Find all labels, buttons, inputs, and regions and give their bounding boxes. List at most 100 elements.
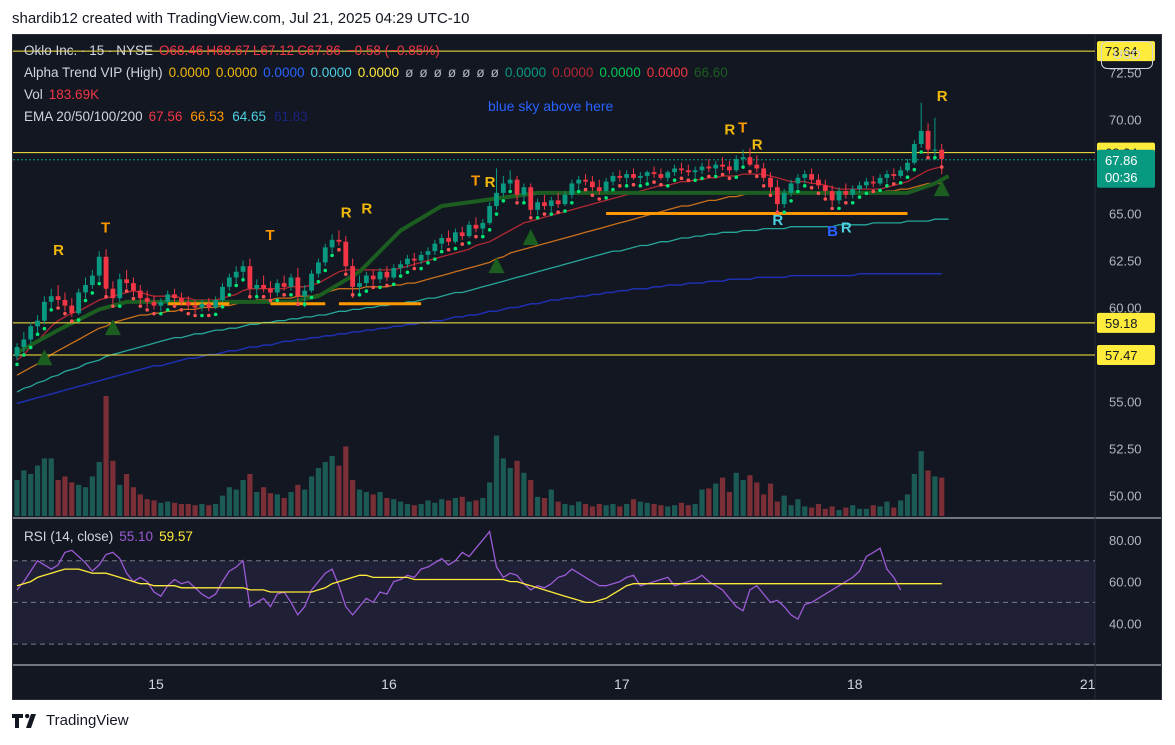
volume-bar [158,502,164,516]
legend-alpha-value: ø [490,65,499,80]
alpha-dot [481,234,485,239]
candle-body [466,224,472,237]
signal-label: R [752,137,763,154]
candle-body [247,266,253,289]
candle-body [774,187,780,205]
trend-triangle-marker [36,349,53,366]
candle-body [918,130,924,145]
candle-body [884,174,890,178]
alpha-dot [412,266,417,271]
ema20-line [16,165,942,361]
volume-bar [843,507,849,516]
y-tick-label: 55.00 [1109,394,1142,409]
legend-close: C67.86 [297,43,341,58]
price-level-label: 59.18 [1105,316,1138,331]
candle-body [206,303,212,308]
alpha-dot [748,169,752,174]
volume-bar [487,482,493,516]
alpha-dot [563,209,567,213]
volume-bar [781,495,787,516]
legend-ema-name: EMA 20/50/100/200 [24,109,143,124]
volume-bar [137,494,143,516]
footer-brand: TradingView [46,712,129,729]
candle-body [898,170,904,176]
volume-bar [329,456,335,516]
alpha-dot [494,212,499,216]
candle-body [309,273,314,291]
alpha-dot [720,172,725,177]
volume-bar [55,480,61,516]
alpha-dot [426,261,430,265]
volume-bar [788,505,794,516]
alpha-dot [679,176,684,181]
volume-bar [761,494,767,516]
candle-body [713,164,719,169]
volume-bar [343,446,349,516]
alpha-dot [97,281,101,286]
candle-body [432,243,438,252]
alpha-dot [885,184,889,188]
candle-body [624,174,630,178]
volume-bar [829,506,835,516]
volume-bar [124,474,130,516]
alpha-dot [850,200,855,205]
legend-low: L67.12 [252,43,295,58]
volume-bar [699,489,705,516]
alpha-dot [775,210,780,214]
volume-bar [740,480,746,516]
signal-label: B [827,223,838,240]
alpha-dot [460,242,465,246]
legend-alpha-value: 0.0000 [168,65,210,80]
volume-bar [192,505,198,516]
volume-bar [308,476,315,516]
chart-canvas[interactable]: 50.00 52.50 55.00 60.00 62.50 65.00 70.00 72.50… [13,35,1161,699]
volume-bar [117,484,123,516]
volume-bar [219,495,226,516]
alpha-dot [261,294,266,299]
volume-bar [877,506,883,516]
legend-ema-values: 67.56 66.53 64.65 61.83 [149,109,316,124]
volume-bar [350,480,356,516]
volume-bar [658,505,664,516]
volume-bar [254,492,260,516]
volume-bar [548,489,554,516]
candle-body [754,164,760,169]
candle-body [158,301,164,306]
candle-body [21,339,27,347]
alpha-dot [816,191,821,196]
candle-body [494,192,499,207]
alpha-trend-line [16,174,950,355]
candle-body [555,200,561,205]
alpha-dot [453,246,458,251]
alpha-dot [700,176,704,181]
alpha-dot [830,206,834,211]
signal-label: T [471,172,480,189]
alpha-dot [515,200,519,205]
candle-body [864,181,869,186]
candle-body [343,241,349,267]
alpha-dot [611,187,615,192]
currency-button[interactable]: USD [1101,41,1153,69]
volume-bar [41,458,47,516]
legend-alpha-value: ø [447,65,457,80]
signal-label: R [724,122,735,139]
volume-bar [76,484,82,516]
alpha-dot [145,308,149,312]
legend-alpha-value: ø [462,65,471,80]
volume-bar [891,507,897,516]
chart-frame[interactable]: 50.00 52.50 55.00 60.00 62.50 65.00 70.00 72.50… [12,34,1162,700]
volume-bar [295,484,301,516]
candle-body [535,202,540,210]
volume-bar [432,502,438,516]
signal-label: T [265,227,274,244]
alpha-dot [282,293,286,297]
volume-bar [836,510,842,516]
alpha-dot [734,175,739,179]
candle-body [110,288,116,299]
alpha-dot [104,294,108,299]
candle-body [802,174,808,178]
candle-body [172,294,177,299]
candle-body [391,268,397,278]
candle-body [747,157,753,165]
alpha-dot [857,195,862,199]
